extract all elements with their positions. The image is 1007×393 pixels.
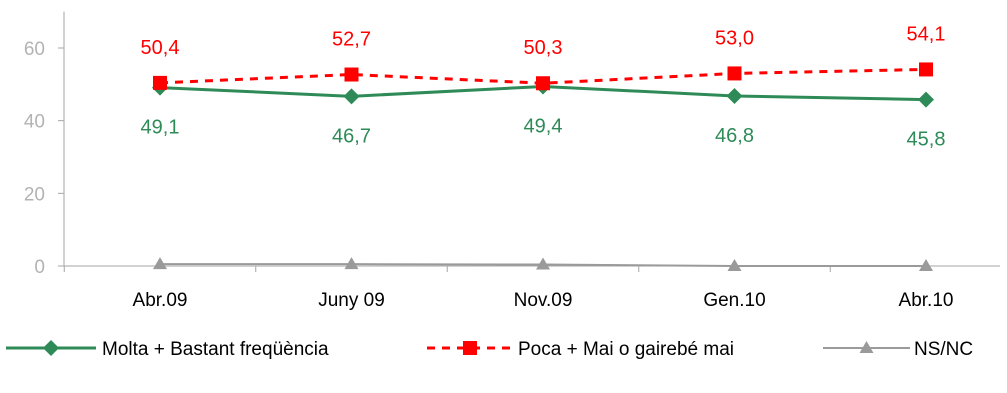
x-tick-label: Gen.10 xyxy=(703,290,765,311)
series-line-1 xyxy=(159,67,927,85)
legend-marker-0 xyxy=(43,340,59,356)
data-point-series-0 xyxy=(918,91,934,108)
y-tick-label: 60 xyxy=(24,39,45,60)
data-point-series-2 xyxy=(536,257,550,270)
legend-label: Poca + Mai o gairebé mai xyxy=(518,339,734,360)
data-label: 52,7 xyxy=(332,29,371,51)
data-point-series-1 xyxy=(153,75,167,90)
data-label: 53,0 xyxy=(715,27,754,49)
data-point-series-2 xyxy=(153,257,167,270)
data-label: 45,8 xyxy=(907,129,946,151)
data-label: 54,1 xyxy=(907,23,946,45)
data-point-series-2 xyxy=(344,257,359,270)
data-point-series-2 xyxy=(919,259,933,271)
data-point-series-1 xyxy=(919,62,933,77)
data-point-series-1 xyxy=(344,67,359,82)
x-tick-label: Juny 09 xyxy=(318,290,385,311)
data-label: 49,1 xyxy=(141,117,180,139)
legend-label: NS/NC xyxy=(914,339,973,360)
data-point-series-2 xyxy=(727,259,742,271)
x-tick-label: Abr.10 xyxy=(899,290,954,311)
y-tick-label: 0 xyxy=(34,257,45,278)
data-point-series-1 xyxy=(536,76,550,91)
legend-marker-1 xyxy=(463,341,477,355)
data-label: 49,4 xyxy=(524,116,563,138)
data-label: 46,7 xyxy=(332,125,371,147)
data-point-series-0 xyxy=(726,87,743,104)
y-tick-label: 20 xyxy=(24,184,45,205)
legend-marker-2 xyxy=(859,341,874,353)
data-label: 46,8 xyxy=(715,125,754,147)
x-tick-label: Abr.09 xyxy=(133,290,188,311)
data-point-series-0 xyxy=(343,88,360,105)
data-label: 50,4 xyxy=(141,37,180,59)
data-point-series-1 xyxy=(727,66,742,81)
x-tick-label: Nov.09 xyxy=(514,290,573,311)
legend-label: Molta + Bastant freqüència xyxy=(102,339,329,360)
data-label: 50,3 xyxy=(524,37,563,59)
y-tick-label: 40 xyxy=(24,112,45,133)
